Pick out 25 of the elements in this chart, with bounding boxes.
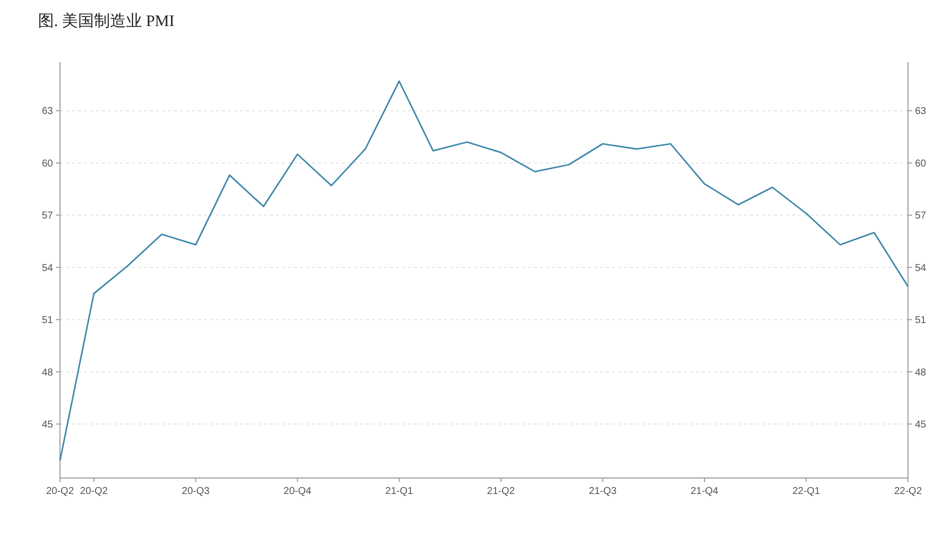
y-tick-label: 54 xyxy=(42,262,54,274)
y2-tick-label: 54 xyxy=(915,262,927,274)
y2-tick-label: 57 xyxy=(915,210,927,222)
y2-tick-label: 45 xyxy=(915,420,927,431)
x-tick-label: 20-Q3 xyxy=(182,486,210,497)
x-tick-label: 21-Q4 xyxy=(690,486,719,497)
x-tick-label: 20-Q4 xyxy=(284,486,312,497)
y-tick-label: 57 xyxy=(42,210,54,222)
y-tick-label: 60 xyxy=(42,158,54,170)
y2-tick-label: 63 xyxy=(915,106,927,118)
x-tick-label: 21-Q1 xyxy=(385,486,414,497)
x-tick-label: 20-Q2 xyxy=(46,486,74,497)
x-tick-label: 21-Q3 xyxy=(588,486,618,497)
x-tick-label: 22-Q2 xyxy=(894,486,922,497)
x-tick-label: 21-Q2 xyxy=(487,486,516,497)
y-tick-label: 45 xyxy=(42,420,54,431)
y2-tick-label: 48 xyxy=(915,367,927,378)
x-tick-label: 20-Q2 xyxy=(80,486,108,497)
y2-tick-label: 60 xyxy=(915,158,927,170)
y-tick-label: 51 xyxy=(42,315,54,326)
y2-tick-label: 51 xyxy=(915,315,927,326)
y-tick-label: 63 xyxy=(42,106,54,118)
x-tick-label: 22-Q1 xyxy=(792,486,821,497)
y-tick-label: 48 xyxy=(42,367,54,378)
title: 图. 美国制造业 PMI xyxy=(38,13,174,30)
